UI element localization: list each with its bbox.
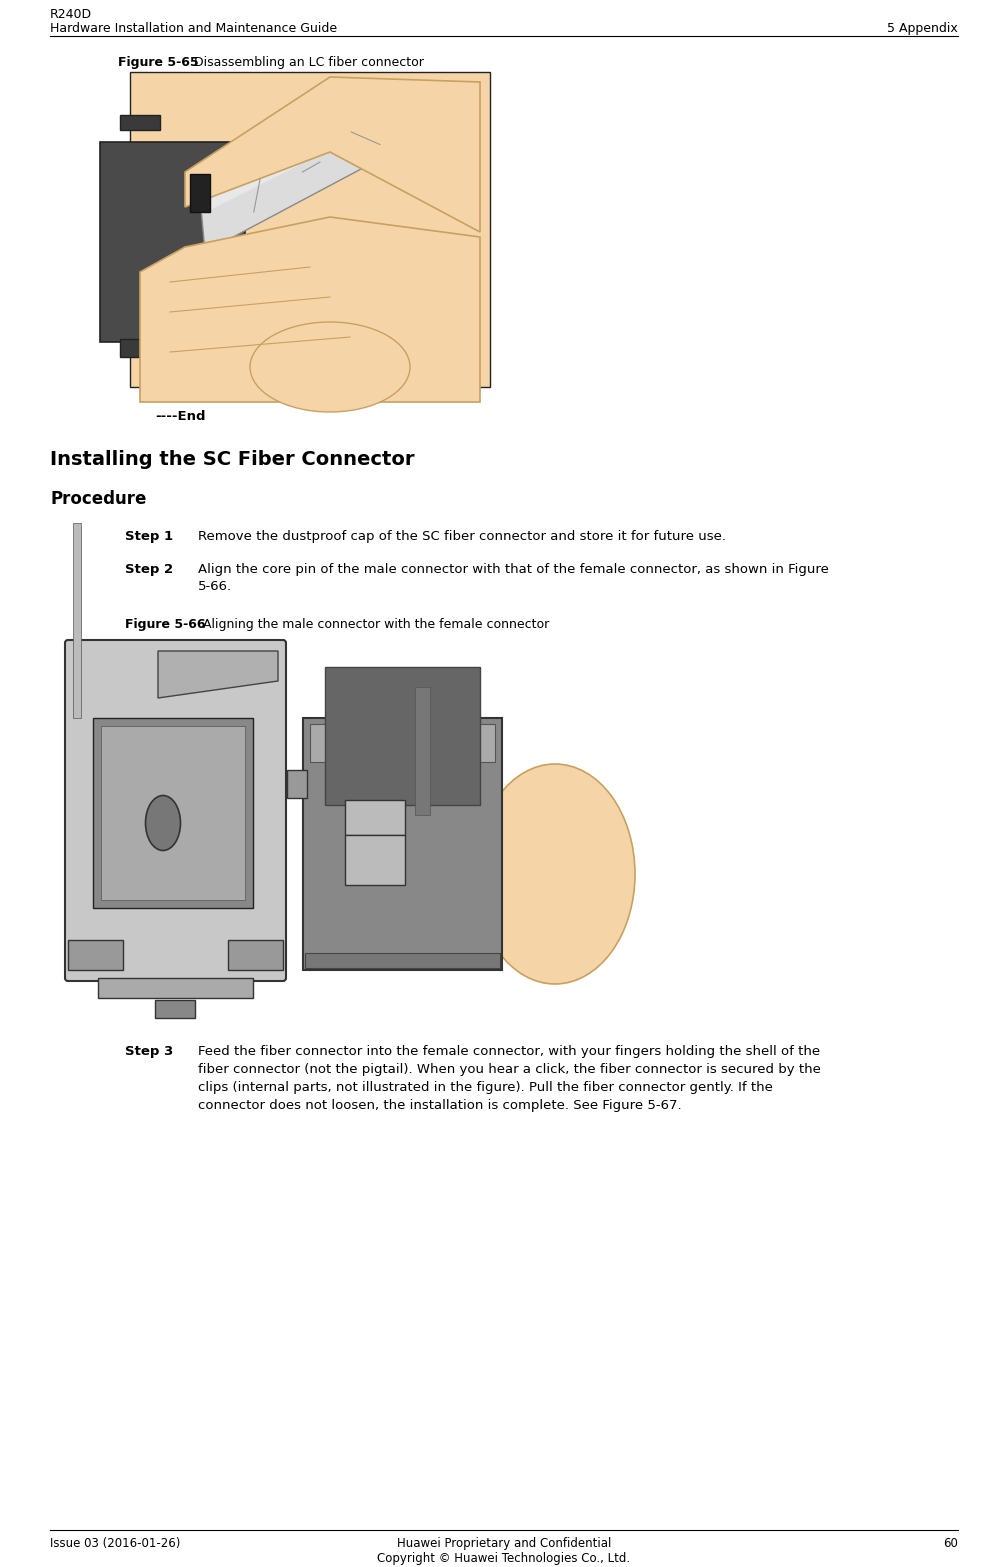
Text: Issue 03 (2016-01-26): Issue 03 (2016-01-26) <box>50 1537 180 1550</box>
Text: Figure 5-66: Figure 5-66 <box>125 617 206 632</box>
Text: ----End: ----End <box>155 411 206 423</box>
Text: Step 2: Step 2 <box>125 563 173 577</box>
Text: 5 Appendix: 5 Appendix <box>887 22 958 34</box>
Text: Huawei Proprietary and Confidential: Huawei Proprietary and Confidential <box>397 1537 611 1550</box>
Bar <box>415 686 430 815</box>
Text: 5-66.: 5-66. <box>198 580 232 592</box>
Polygon shape <box>200 92 440 252</box>
Bar <box>73 523 81 718</box>
Bar <box>345 835 405 885</box>
Bar <box>98 978 253 998</box>
Text: Step 3: Step 3 <box>125 1045 173 1058</box>
Bar <box>101 726 245 899</box>
Bar <box>93 718 253 907</box>
Text: Aligning the male connector with the female connector: Aligning the male connector with the fem… <box>199 617 549 632</box>
Polygon shape <box>158 650 278 697</box>
Text: R240D: R240D <box>50 8 92 20</box>
Polygon shape <box>185 77 480 232</box>
Bar <box>345 801 405 835</box>
Bar <box>68 940 123 970</box>
FancyBboxPatch shape <box>303 718 502 970</box>
Text: connector does not loosen, the installation is complete. See Figure 5-67.: connector does not loosen, the installat… <box>198 1098 681 1113</box>
Ellipse shape <box>475 765 635 984</box>
Text: Feed the fiber connector into the female connector, with your fingers holding th: Feed the fiber connector into the female… <box>198 1045 821 1058</box>
Text: fiber connector (not the pigtail). When you hear a click, the fiber connector is: fiber connector (not the pigtail). When … <box>198 1062 821 1077</box>
Text: Step 1: Step 1 <box>125 530 173 544</box>
Bar <box>305 953 500 968</box>
Text: Align the core pin of the male connector with that of the female connector, as s: Align the core pin of the male connector… <box>198 563 829 577</box>
Bar <box>310 724 495 762</box>
Text: 60: 60 <box>943 1537 958 1550</box>
FancyBboxPatch shape <box>65 639 286 981</box>
Text: Figure 5-65: Figure 5-65 <box>118 56 199 69</box>
Bar <box>287 769 307 798</box>
Bar <box>325 668 480 805</box>
Bar <box>190 174 210 212</box>
Text: Disassembling an LC fiber connector: Disassembling an LC fiber connector <box>190 56 424 69</box>
Ellipse shape <box>145 796 180 851</box>
Bar <box>130 72 490 387</box>
Bar <box>100 143 245 342</box>
Polygon shape <box>200 92 415 215</box>
Text: Procedure: Procedure <box>50 490 146 508</box>
Bar <box>228 940 283 970</box>
Text: Installing the SC Fiber Connector: Installing the SC Fiber Connector <box>50 450 414 469</box>
Bar <box>120 114 160 130</box>
Text: Hardware Installation and Maintenance Guide: Hardware Installation and Maintenance Gu… <box>50 22 337 34</box>
Text: Copyright © Huawei Technologies Co., Ltd.: Copyright © Huawei Technologies Co., Ltd… <box>377 1551 631 1565</box>
Ellipse shape <box>250 321 410 412</box>
Bar <box>120 338 160 357</box>
Bar <box>155 1000 195 1019</box>
Polygon shape <box>140 216 480 403</box>
Text: Remove the dustproof cap of the SC fiber connector and store it for future use.: Remove the dustproof cap of the SC fiber… <box>198 530 726 544</box>
Text: clips (internal parts, not illustrated in the figure). Pull the fiber connector : clips (internal parts, not illustrated i… <box>198 1081 773 1094</box>
